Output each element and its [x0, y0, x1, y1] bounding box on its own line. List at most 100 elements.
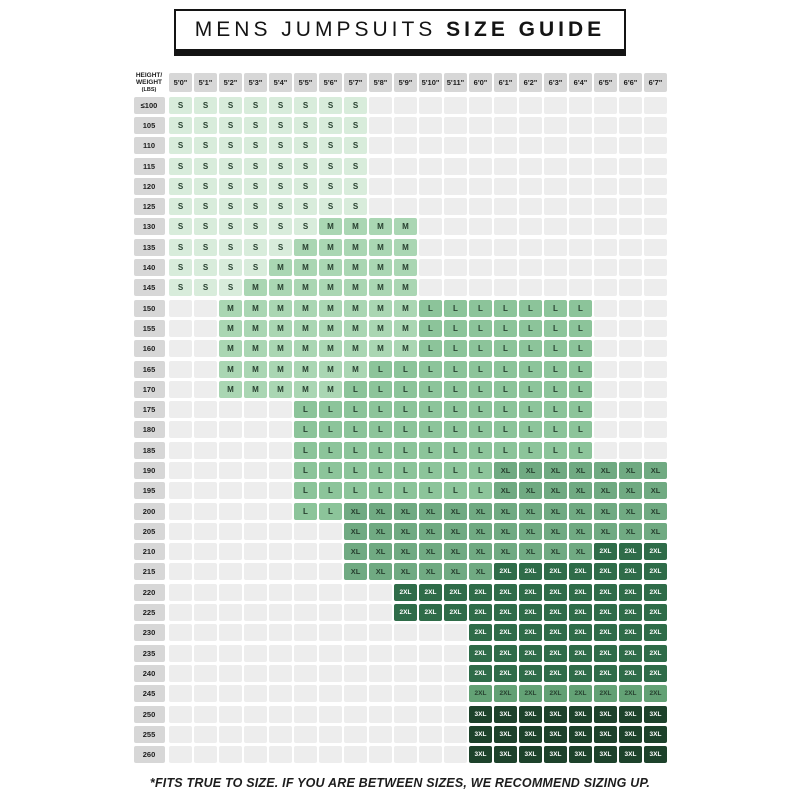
empty-cell: [619, 441, 642, 459]
size-cell: L: [469, 401, 492, 419]
empty-cell: [169, 705, 192, 723]
empty-cell: [244, 543, 267, 561]
size-cell: 2XL: [619, 604, 642, 622]
empty-cell: [469, 218, 492, 236]
empty-cell: [194, 380, 217, 398]
size-cell: L: [394, 461, 417, 479]
size-cell: XL: [494, 543, 517, 561]
empty-cell: [269, 583, 292, 601]
size-cell: 2XL: [444, 583, 467, 601]
size-cell: S: [344, 116, 367, 134]
empty-cell: [619, 137, 642, 155]
empty-cell: [219, 644, 242, 662]
empty-cell: [219, 725, 242, 743]
size-cell: S: [219, 198, 242, 216]
row-label: 135: [133, 238, 165, 256]
size-cell: L: [519, 319, 542, 337]
size-cell: XL: [594, 482, 617, 500]
size-cell: L: [369, 421, 392, 439]
size-cell: M: [369, 299, 392, 317]
size-cell: 2XL: [519, 664, 542, 682]
size-cell: M: [369, 279, 392, 297]
empty-cell: [219, 604, 242, 622]
empty-cell: [194, 502, 217, 520]
empty-cell: [419, 157, 442, 175]
empty-cell: [244, 401, 267, 419]
empty-cell: [344, 685, 367, 703]
size-cell: 3XL: [594, 705, 617, 723]
empty-cell: [644, 177, 667, 195]
size-cell: XL: [544, 482, 567, 500]
size-cell: S: [319, 157, 342, 175]
size-cell: S: [194, 198, 217, 216]
column-header: 5'4": [269, 73, 292, 92]
corner-header-line2: WEIGHT: [136, 79, 162, 87]
empty-cell: [194, 725, 217, 743]
empty-cell: [394, 198, 417, 216]
empty-cell: [569, 279, 592, 297]
size-cell: L: [294, 401, 317, 419]
empty-cell: [644, 299, 667, 317]
size-cell: XL: [369, 563, 392, 581]
size-cell: L: [344, 461, 367, 479]
empty-cell: [219, 522, 242, 540]
size-cell: 3XL: [619, 705, 642, 723]
empty-cell: [594, 259, 617, 277]
size-cell: M: [369, 259, 392, 277]
empty-cell: [219, 461, 242, 479]
size-cell: L: [444, 319, 467, 337]
size-cell: L: [519, 421, 542, 439]
corner-header-line1: HEIGHT/: [135, 72, 163, 80]
row-label: 115: [133, 157, 165, 175]
size-cell: M: [394, 340, 417, 358]
empty-cell: [419, 238, 442, 256]
row-label: 190: [133, 461, 165, 479]
empty-cell: [619, 380, 642, 398]
empty-cell: [419, 279, 442, 297]
row-label: 175: [133, 401, 165, 419]
empty-cell: [544, 96, 567, 114]
size-cell: 3XL: [569, 746, 592, 764]
size-cell: XL: [369, 502, 392, 520]
row-label: 170: [133, 380, 165, 398]
size-cell: XL: [469, 543, 492, 561]
row-label: 235: [133, 644, 165, 662]
size-cell: 2XL: [394, 583, 417, 601]
empty-cell: [269, 685, 292, 703]
size-cell: L: [469, 421, 492, 439]
empty-cell: [169, 401, 192, 419]
size-cell: 2XL: [594, 563, 617, 581]
row-label: 160: [133, 340, 165, 358]
empty-cell: [169, 441, 192, 459]
size-cell: S: [294, 116, 317, 134]
size-cell: 2XL: [544, 583, 567, 601]
empty-cell: [644, 279, 667, 297]
size-cell: M: [394, 279, 417, 297]
empty-cell: [594, 360, 617, 378]
size-cell: L: [469, 319, 492, 337]
size-cell: L: [519, 340, 542, 358]
size-cell: M: [319, 299, 342, 317]
size-cell: L: [319, 502, 342, 520]
corner-header-line3: (LBS): [141, 86, 157, 93]
column-header: 5'7": [344, 73, 367, 92]
size-cell: L: [544, 299, 567, 317]
empty-cell: [319, 705, 342, 723]
empty-cell: [319, 746, 342, 764]
size-cell: L: [444, 340, 467, 358]
size-cell: M: [219, 299, 242, 317]
size-cell: XL: [569, 522, 592, 540]
empty-cell: [269, 522, 292, 540]
page-title: MENS JUMPSUITS SIZE GUIDE: [195, 18, 605, 42]
empty-cell: [619, 279, 642, 297]
size-cell: L: [394, 380, 417, 398]
size-cell: 3XL: [594, 725, 617, 743]
size-cell: L: [469, 441, 492, 459]
empty-cell: [469, 198, 492, 216]
row-label: ≤100: [133, 96, 165, 114]
empty-cell: [369, 157, 392, 175]
empty-cell: [219, 482, 242, 500]
size-cell: 2XL: [569, 604, 592, 622]
empty-cell: [294, 563, 317, 581]
empty-cell: [294, 664, 317, 682]
